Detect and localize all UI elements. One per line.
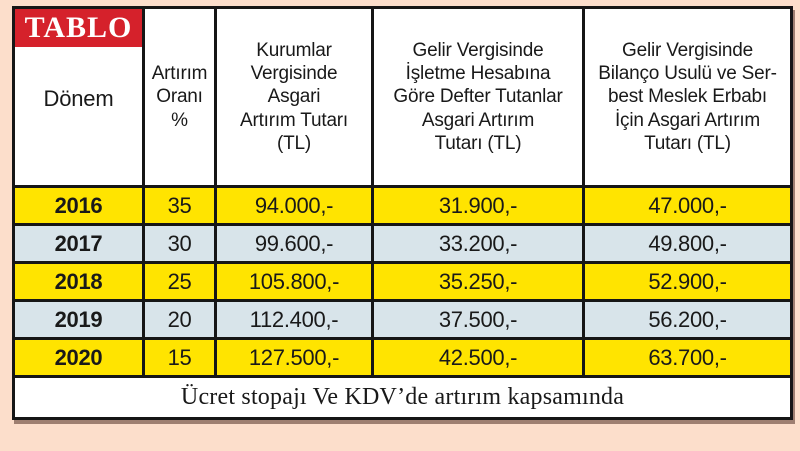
table-row-2020: 2020 15 127.500,- 42.500,- 63.700,-	[12, 337, 793, 378]
balance-sheet-cell: 63.700,-	[582, 337, 793, 378]
corporate-tax-cell: 105.800,-	[214, 261, 374, 302]
column-header-business-account: Gelir Vergisinde İşletme Hesabına Göre D…	[371, 6, 585, 188]
column-header-rate-label: Artırım Oranı %	[151, 63, 208, 131]
year-cell: 2016	[12, 185, 145, 226]
corporate-tax-cell: 112.400,-	[214, 299, 374, 340]
balance-sheet-cell: 47.000,-	[582, 185, 793, 226]
column-header-donem: TABLO Dönem	[12, 6, 145, 188]
header-row: TABLO Dönem Artırım Oranı % Kurumlar Ver…	[12, 6, 793, 188]
rate-cell: 15	[142, 337, 217, 378]
column-header-balance-sheet-label: Gelir Vergisinde Bilanço Usulü ve Ser- b…	[598, 40, 777, 154]
year-cell: 2019	[12, 299, 145, 340]
corporate-tax-cell: 99.600,-	[214, 223, 374, 264]
rate-cell: 25	[142, 261, 217, 302]
business-account-cell: 42.500,-	[371, 337, 585, 378]
balance-sheet-cell: 52.900,-	[582, 261, 793, 302]
business-account-cell: 33.200,-	[371, 223, 585, 264]
business-account-cell: 37.500,-	[371, 299, 585, 340]
column-header-balance-sheet: Gelir Vergisinde Bilanço Usulü ve Ser- b…	[582, 6, 793, 188]
table-footnote: Ücret stopajı Ve KDV’de artırım kapsamın…	[12, 375, 793, 420]
column-header-donem-label: Dönem	[43, 85, 114, 111]
table-row-2017: 2017 30 99.600,- 33.200,- 49.800,-	[12, 223, 793, 264]
table-row-2018: 2018 25 105.800,- 35.250,- 52.900,-	[12, 261, 793, 302]
balance-sheet-cell: 49.800,-	[582, 223, 793, 264]
rate-cell: 20	[142, 299, 217, 340]
table-row-2016: 2016 35 94.000,- 31.900,- 47.000,-	[12, 185, 793, 226]
column-header-business-account-label: Gelir Vergisinde İşletme Hesabına Göre D…	[393, 40, 563, 154]
corporate-tax-cell: 94.000,-	[214, 185, 374, 226]
table-row-2019: 2019 20 112.400,- 37.500,- 56.200,-	[12, 299, 793, 340]
footer-row: Ücret stopajı Ve KDV’de artırım kapsamın…	[12, 375, 793, 420]
balance-sheet-cell: 56.200,-	[582, 299, 793, 340]
corporate-tax-cell: 127.500,-	[214, 337, 374, 378]
column-header-corporate-tax-label: Kurumlar Vergisinde Asgari Artırım Tutar…	[239, 40, 349, 154]
business-account-cell: 35.250,-	[371, 261, 585, 302]
column-header-rate: Artırım Oranı %	[142, 6, 217, 188]
tablo-badge: TABLO	[15, 9, 142, 47]
year-cell: 2018	[12, 261, 145, 302]
rate-cell: 35	[142, 185, 217, 226]
business-account-cell: 31.900,-	[371, 185, 585, 226]
year-cell: 2017	[12, 223, 145, 264]
column-header-corporate-tax: Kurumlar Vergisinde Asgari Artırım Tutar…	[214, 6, 374, 188]
tax-increase-table: TABLO Dönem Artırım Oranı % Kurumlar Ver…	[12, 6, 793, 420]
year-cell: 2020	[12, 337, 145, 378]
rate-cell: 30	[142, 223, 217, 264]
